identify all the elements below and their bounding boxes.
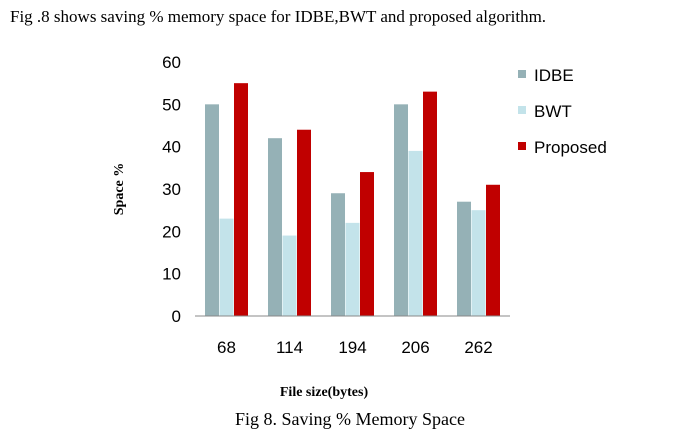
legend-swatch-bwt: [518, 106, 526, 114]
x-axis-ticks: 68 114 194 206 262: [217, 338, 493, 357]
intro-text: Fig .8 shows saving % memory space for I…: [10, 7, 547, 26]
bar-idbe-206: [394, 104, 408, 316]
bars: [205, 83, 500, 317]
x-tick-label: 262: [464, 338, 492, 357]
bar-proposed-262: [486, 184, 500, 316]
bar-idbe-68: [205, 104, 219, 316]
x-tick-label: 68: [217, 338, 236, 357]
bar-proposed-206: [423, 91, 437, 316]
x-tick-label: 206: [401, 338, 429, 357]
x-tick-label: 194: [338, 338, 366, 357]
y-tick-label: 40: [162, 138, 181, 157]
y-tick-label: 60: [162, 53, 181, 72]
bar-bwt-68: [219, 218, 234, 316]
y-axis-title-group: Space %: [112, 163, 127, 216]
x-tick-label: 114: [276, 338, 303, 357]
bar-proposed-194: [360, 172, 374, 316]
x-axis-title: File size(bytes): [280, 385, 369, 400]
legend: IDBE BWT Proposed: [518, 66, 607, 157]
bar-idbe-194: [331, 193, 345, 316]
y-axis-ticks: 0 10 20 30 40 50 60: [162, 53, 181, 326]
bar-bwt-114: [282, 235, 297, 316]
bar-bwt-206: [408, 150, 423, 316]
bar-bwt-194: [345, 222, 360, 316]
bar-bwt-262: [471, 210, 486, 316]
bar-idbe-114: [268, 138, 282, 316]
legend-swatch-proposed: [518, 142, 526, 150]
y-tick-label: 0: [172, 307, 181, 326]
bar-proposed-114: [297, 129, 311, 316]
y-tick-label: 50: [162, 95, 181, 114]
legend-label-bwt: BWT: [534, 102, 572, 121]
figure-caption: Fig 8. Saving % Memory Space: [235, 409, 465, 429]
y-tick-label: 30: [162, 180, 181, 199]
y-axis-title: Space %: [112, 163, 127, 216]
legend-label-proposed: Proposed: [534, 138, 607, 157]
bar-idbe-262: [457, 201, 471, 316]
legend-label-idbe: IDBE: [534, 66, 574, 85]
bar-proposed-68: [234, 83, 248, 317]
y-tick-label: 20: [162, 222, 181, 241]
legend-swatch-idbe: [518, 70, 526, 78]
y-tick-label: 10: [162, 265, 181, 284]
